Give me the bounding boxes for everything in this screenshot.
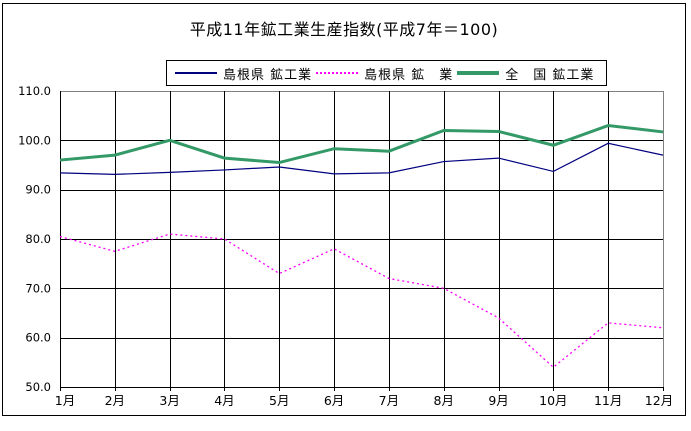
y-tick-label: 50.0 xyxy=(25,380,51,394)
x-tick-label: 4月 xyxy=(214,393,234,408)
legend-item-national-mfg: 全 国 鉱工業 xyxy=(457,64,598,83)
y-tick-label: 110.0 xyxy=(18,84,51,98)
x-tick-label: 2月 xyxy=(105,393,125,408)
series-line-2 xyxy=(59,124,664,165)
magenta-dotted-line-sample-icon xyxy=(316,72,359,74)
x-tick-label: 10月 xyxy=(539,393,567,408)
series-line-0 xyxy=(59,142,664,175)
x-tick-label: 12月 xyxy=(645,393,673,408)
x-tick-label: 1月 xyxy=(55,393,75,408)
series-line-1 xyxy=(59,233,664,369)
legend-label: 島根県 鉱工業 xyxy=(223,67,313,83)
y-tick-label: 100.0 xyxy=(18,133,51,147)
navy-solid-line-sample-icon xyxy=(175,72,217,74)
legend-label: 全 国 鉱工業 xyxy=(505,67,595,83)
y-tick-label: 60.0 xyxy=(25,331,51,345)
y-tick-label: 70.0 xyxy=(25,281,51,295)
legend-item-shimane-mining: 島根県 鉱 業 xyxy=(316,64,457,83)
legend-label: 島根県 鉱 業 xyxy=(364,67,454,83)
x-tick-label: 7月 xyxy=(379,393,399,408)
legend: 島根県 鉱工業 島根県 鉱 業 全 国 鉱工業 xyxy=(166,60,608,86)
x-tick-label: 8月 xyxy=(434,393,454,408)
line-chart: 110.0 100.0 90.0 80.0 70.0 60.0 50.0 1月 2月 3月 4月 5月… xyxy=(18,84,673,408)
x-tick-label: 11月 xyxy=(594,393,622,408)
y-tick-label: 90.0 xyxy=(25,183,51,197)
x-tick-label: 6月 xyxy=(324,393,344,408)
chart-title: 平成11年鉱工業生産指数(平成7年＝100) xyxy=(189,20,499,39)
x-tick-label: 5月 xyxy=(269,393,289,408)
x-tick-label: 9月 xyxy=(488,393,508,408)
green-thick-line-sample-icon xyxy=(457,71,500,75)
legend-item-shimane-mfg: 島根県 鉱工業 xyxy=(175,64,316,83)
y-tick-label: 80.0 xyxy=(25,232,51,246)
x-tick-label: 3月 xyxy=(159,393,179,408)
chart-frame: 平成11年鉱工業生産指数(平成7年＝100) 島根県 鉱工業 島根県 鉱 業 全… xyxy=(2,3,686,416)
